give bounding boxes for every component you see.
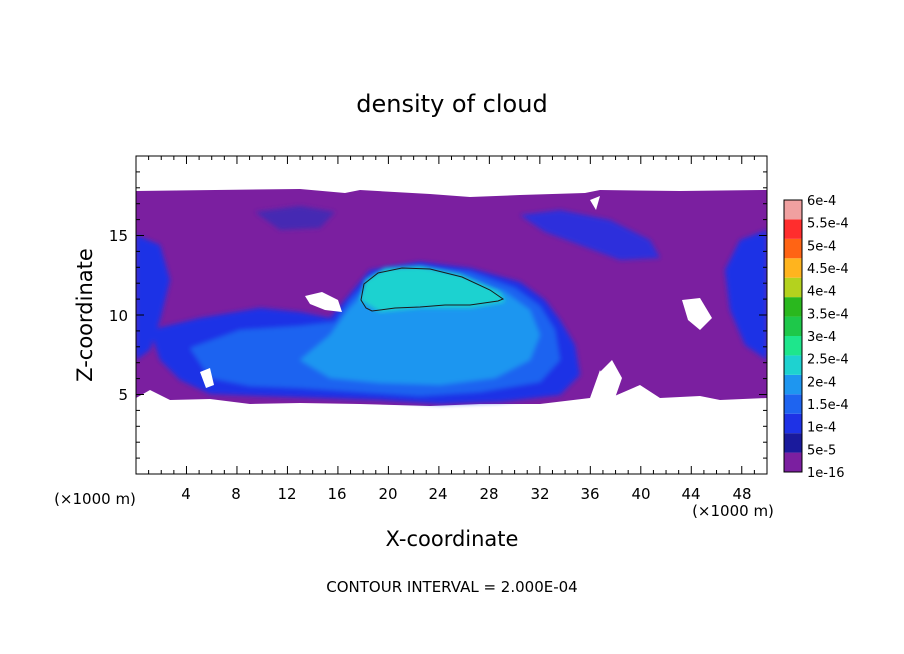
x-tick-label: 48: [732, 485, 751, 503]
chart-title: density of cloud: [356, 90, 547, 118]
left-edge-blue: [136, 235, 170, 360]
colorbar-labels: 1e-16 5e-5 1e-4 1.5e-4 2e-4 2.5e-4 3e-4 3.5e-4 4…: [807, 194, 849, 481]
colorbar-swatch: [784, 452, 802, 472]
x-tick-label: 12: [277, 485, 296, 503]
colorbar-label: 1e-16: [807, 466, 845, 481]
colorbar-swatch: [784, 238, 802, 259]
x-tick-label: 24: [428, 485, 447, 503]
x-tick-label: 32: [530, 485, 549, 503]
colorbar-label: 5e-5: [807, 443, 836, 458]
colorbar: [783, 199, 803, 473]
colorbar-frame: [783, 199, 803, 473]
colorbar-swatch: [784, 316, 802, 336]
colorbar-swatch: [784, 394, 802, 414]
right-edge-blue: [725, 230, 767, 360]
x-tick-labels: 4 8 12 16 20 24 28 32 36 40 44 48: [181, 485, 751, 503]
white-hole-4: [682, 298, 712, 330]
x-tick-label: 44: [681, 485, 700, 503]
white-hole-1: [305, 292, 342, 312]
x-tick-label: 4: [181, 485, 191, 503]
colorbar-swatch: [784, 200, 802, 220]
x-tick-label: 36: [580, 485, 599, 503]
max-contour-line: [360, 267, 505, 312]
colorbar-swatch: [784, 219, 802, 239]
white-hole-3: [200, 368, 214, 388]
colorbar-swatch: [784, 355, 802, 375]
axis-ticks: [136, 156, 767, 474]
x-tick-label: 28: [479, 485, 498, 503]
colorbar-label: 6e-4: [807, 194, 836, 209]
x-tick-label: 40: [631, 485, 650, 503]
white-hole-2: [600, 360, 622, 398]
y-tick-label: 5: [118, 386, 128, 404]
colorbar-label: 4.5e-4: [807, 262, 849, 277]
upper-left-blue: [255, 206, 335, 230]
x-unit-left: (×1000 m): [54, 490, 136, 508]
colorbar-label: 4e-4: [807, 285, 836, 300]
x-axis-label: X-coordinate: [386, 527, 519, 551]
colorbar-label: 1.5e-4: [807, 398, 849, 413]
y-tick-label: 10: [109, 307, 128, 325]
cyan-core: [360, 266, 505, 312]
x-tick-label: 20: [378, 485, 397, 503]
colorbar-swatch: [784, 336, 802, 356]
colorbar-label: 2.5e-4: [807, 353, 849, 368]
colorbar-label: 5e-4: [807, 239, 836, 254]
x-tick-label: 8: [231, 485, 241, 503]
colorbar-swatch: [784, 277, 802, 298]
colorbar-swatch: [784, 413, 802, 434]
y-tick-label: 15: [109, 227, 128, 245]
x-tick-label: 16: [327, 485, 346, 503]
colorbar-label: 5.5e-4: [807, 217, 849, 232]
colorbar-label: 1e-4: [807, 421, 836, 436]
y-axis-label: Z-coordinate: [73, 248, 97, 382]
colorbar-swatch: [784, 433, 802, 453]
upper-right-blue: [520, 210, 660, 260]
colorbar-swatch: [784, 374, 802, 395]
colorbar-label: 2e-4: [807, 375, 836, 390]
x-unit-right: (×1000 m): [692, 502, 774, 520]
white-hole-5: [590, 196, 600, 210]
colorbar-label: 3.5e-4: [807, 307, 849, 322]
colorbar-swatch: [784, 258, 802, 278]
colorbar-swatch: [784, 297, 802, 317]
y-tick-labels: 5 10 15: [109, 227, 128, 404]
contour-interval-note: CONTOUR INTERVAL = 2.000E-04: [326, 578, 577, 596]
colorbar-label: 3e-4: [807, 330, 836, 345]
density-field: [136, 189, 767, 406]
